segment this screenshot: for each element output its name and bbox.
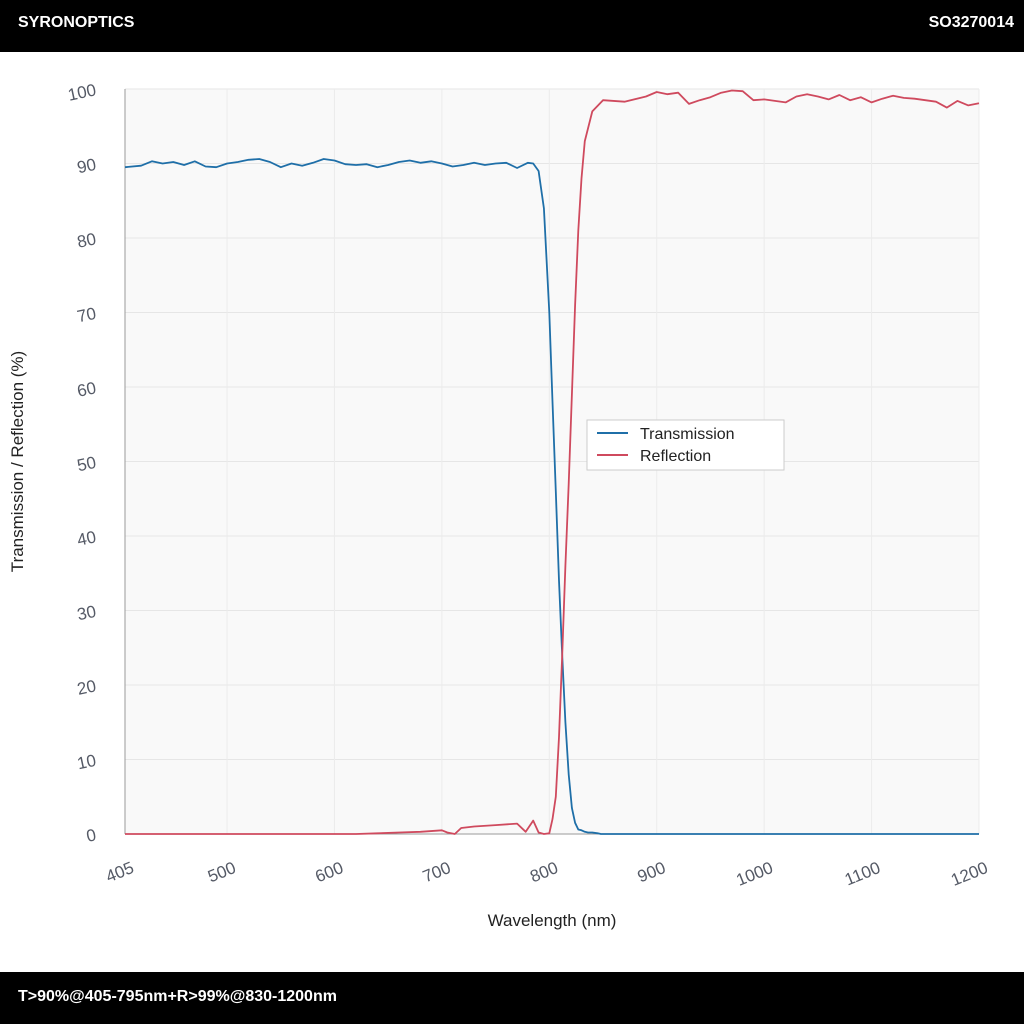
x-tick-label: 405 — [103, 858, 136, 886]
y-tick-label: 30 — [75, 602, 97, 625]
chart-area: 0 10 20 30 40 50 60 70 80 90 100 405 500 600 700 800 900… — [8, 80, 990, 930]
x-tick-label: 1000 — [733, 858, 775, 890]
x-tick-label: 500 — [205, 858, 238, 886]
y-tick-label: 70 — [75, 304, 97, 327]
x-tick-label: 600 — [313, 858, 346, 886]
y-tick-label: 80 — [75, 229, 97, 252]
spec-text: T>90%@405-795nm+R>99%@830-1200nm — [18, 988, 337, 1005]
part-number: SO3270014 — [928, 14, 1014, 31]
y-tick-label: 40 — [75, 527, 97, 550]
x-tick-label: 700 — [420, 858, 453, 886]
header-bar: SYRONOPTICS SO3270014 — [0, 0, 1024, 52]
footer-bar: T>90%@405-795nm+R>99%@830-1200nm — [0, 972, 1024, 1024]
grid-lines — [124, 88, 980, 835]
y-tick-label: 90 — [75, 155, 97, 178]
series-line-reflection — [125, 89, 980, 835]
x-tick-label: 1200 — [948, 858, 990, 890]
y-tick-label: 0 — [85, 825, 98, 846]
legend-box — [586, 419, 785, 471]
series-lines — [124, 89, 980, 835]
x-axis-title: Wavelength (nm) — [488, 911, 617, 930]
y-tick-label: 10 — [75, 751, 97, 774]
brand-name: SYRONOPTICS — [18, 14, 135, 31]
y-tick-label: 20 — [75, 676, 97, 699]
legend-label-transmission: Transmission — [640, 426, 735, 443]
legend-label-reflection: Reflection — [640, 448, 711, 465]
y-tick-label: 100 — [66, 80, 98, 104]
legend: Transmission Reflection — [586, 419, 785, 471]
x-tick-label: 1100 — [842, 858, 883, 889]
x-tick-label: 900 — [635, 858, 668, 886]
y-tick-label: 60 — [75, 378, 97, 401]
y-axis-title: Transmission / Reflection (%) — [8, 351, 27, 572]
series-line-transmission — [124, 158, 979, 835]
x-tick-label: 800 — [527, 858, 560, 886]
y-tick-label: 50 — [75, 453, 97, 476]
